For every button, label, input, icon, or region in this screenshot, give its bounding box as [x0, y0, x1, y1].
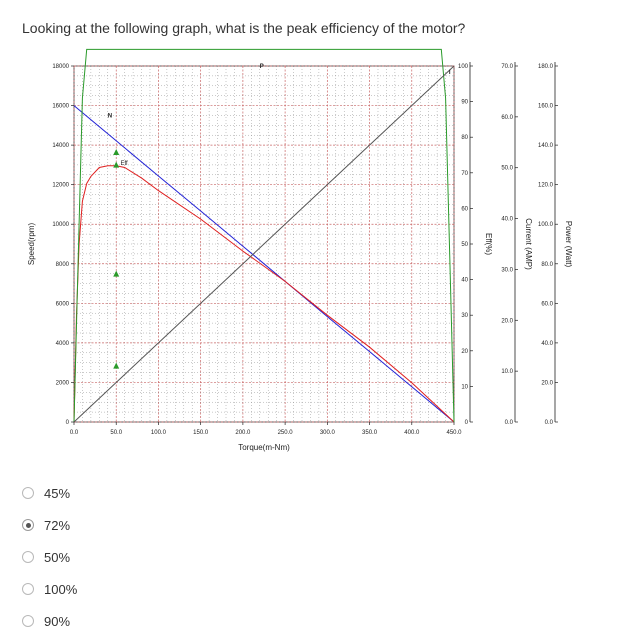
curve-label: Eff [120, 161, 128, 167]
data-marker [113, 149, 120, 156]
radio-button[interactable] [22, 583, 34, 595]
y-tick-label: 14000 [52, 143, 69, 149]
y-tick-label: 18000 [52, 64, 69, 70]
right-axis-label: Power (Watt) [564, 221, 573, 268]
right-axis-tick-label: 0.0 [545, 420, 554, 426]
data-marker [113, 270, 120, 277]
right-axis-label: Current (AMP) [524, 218, 533, 270]
y-tick-label: 4000 [56, 341, 70, 347]
right-axis-tick-label: 120.0 [538, 183, 554, 189]
x-axis-label: Torque(m-Nm) [238, 443, 290, 452]
option-label: 45% [44, 485, 71, 501]
option-label: 90% [44, 613, 71, 629]
right-axis-tick-label: 10.0 [501, 369, 513, 375]
option-4[interactable]: 100% [22, 578, 77, 600]
x-tick-label: 0.0 [70, 430, 79, 436]
right-axis-tick-label: 30 [461, 313, 468, 319]
right-axis-tick-label: 0.0 [505, 420, 514, 426]
y-tick-label: 6000 [56, 301, 70, 307]
right-axis-tick-label: 10 [461, 384, 468, 390]
right-axis-tick-label: 80 [461, 135, 468, 141]
y-tick-label: 8000 [56, 262, 70, 268]
axes: 0.0 50.0 100.0 150.0 200.0 250.0 300.0 350.0 400… [27, 62, 573, 452]
right-axis-tick-label: 20.0 [501, 318, 513, 324]
right-axis-tick-label: 140.0 [538, 143, 554, 149]
x-tick-label: 50.0 [110, 430, 122, 436]
y-tick-label: 16000 [52, 104, 69, 110]
curve-label: I [449, 70, 451, 76]
option-label: 50% [44, 549, 71, 565]
right-axis-tick-label: 20 [461, 349, 468, 355]
grid [73, 65, 455, 423]
option-label: 72% [44, 517, 71, 533]
right-axis-tick-label: 0 [465, 420, 469, 426]
y-tick-label: 0 [66, 420, 70, 426]
speed-axis-label: Speed(rpm) [27, 223, 36, 266]
option-3[interactable]: 50% [22, 546, 70, 568]
right-axis-tick-label: 50 [461, 242, 468, 248]
option-5[interactable]: 90% [22, 610, 70, 632]
right-axis-tick-label: 70.0 [501, 64, 513, 70]
right-axis-tick-label: 20.0 [541, 380, 553, 386]
series-N [73, 105, 455, 423]
radio-button-selected[interactable] [22, 519, 34, 531]
right-axis-tick-label: 50.0 [501, 166, 513, 172]
y-tick-label: 2000 [56, 380, 70, 386]
curve-label: P [260, 64, 264, 70]
y-tick-label: 10000 [52, 222, 69, 228]
x-tick-label: 350.0 [362, 430, 378, 436]
option-1[interactable]: 45% [22, 482, 70, 504]
y-tick-label: 12000 [52, 183, 69, 189]
right-axis-tick-label: 70 [461, 171, 468, 177]
series-I [73, 65, 455, 423]
radio-button[interactable] [22, 615, 34, 627]
option-2[interactable]: 72% [22, 514, 70, 536]
right-axis-tick-label: 90 [461, 100, 468, 106]
right-axis-tick-label: 100 [458, 64, 469, 70]
series-P [73, 48, 455, 423]
x-tick-label: 150.0 [193, 430, 209, 436]
series-Eff [73, 165, 455, 423]
x-tick-label: 450.0 [446, 430, 462, 436]
radio-button[interactable] [22, 487, 34, 499]
right-axis-tick-label: 80.0 [541, 262, 553, 268]
option-label: 100% [44, 581, 78, 597]
right-axis-tick-label: 40 [461, 278, 468, 284]
right-axis-tick-label: 60 [461, 206, 468, 212]
x-tick-label: 400.0 [404, 430, 420, 436]
right-axis-tick-label: 100.0 [538, 222, 554, 228]
right-axis-tick-label: 160.0 [538, 104, 554, 110]
question-text: Looking at the following graph, what is … [22, 20, 466, 36]
curve-label: N [108, 113, 112, 119]
right-axis-tick-label: 180.0 [538, 64, 554, 70]
right-axis-tick-label: 60.0 [501, 115, 513, 121]
x-tick-label: 100.0 [151, 430, 167, 436]
data-marker [113, 362, 120, 369]
right-axis-tick-label: 30.0 [501, 267, 513, 273]
curves: N Eff P I [73, 48, 455, 423]
right-axis-tick-label: 40.0 [541, 341, 553, 347]
right-axis-label: Eff(%) [484, 233, 493, 255]
right-axis-tick-label: 40.0 [501, 217, 513, 223]
x-tick-label: 250.0 [278, 430, 294, 436]
x-tick-label: 200.0 [235, 430, 251, 436]
data-marker [113, 161, 120, 168]
x-tick-label: 300.0 [320, 430, 336, 436]
right-axis-tick-label: 60.0 [541, 301, 553, 307]
radio-button[interactable] [22, 551, 34, 563]
